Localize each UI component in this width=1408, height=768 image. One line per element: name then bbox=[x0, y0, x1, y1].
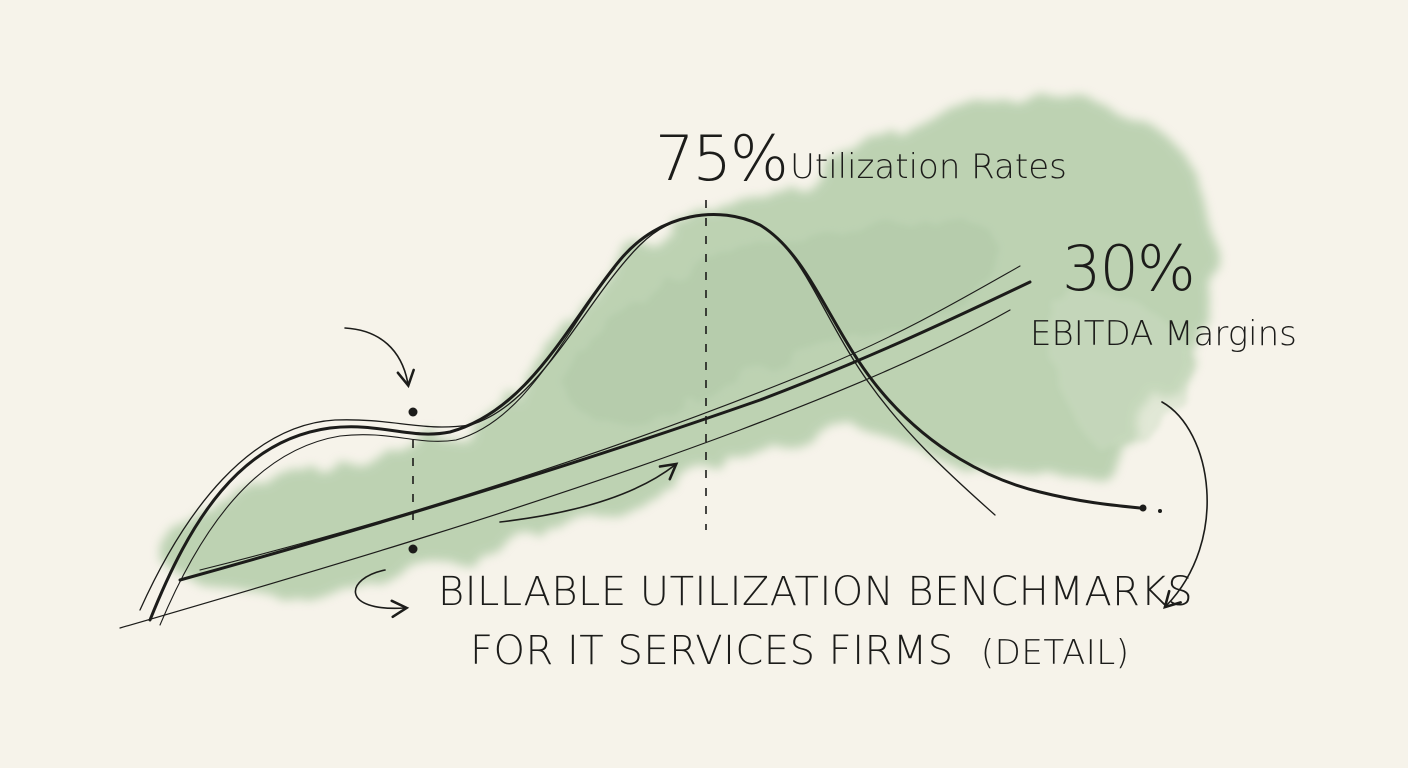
title-line-2-group: for IT Services Firms (detail) bbox=[470, 628, 1129, 674]
margin-label: EBITDA Margins bbox=[1030, 314, 1297, 354]
margin-value: 30% bbox=[1062, 232, 1194, 305]
peak-value: 75% bbox=[655, 122, 787, 195]
title-line-1: Billable Utilization Benchmarks bbox=[438, 569, 1193, 615]
title-line-2: for IT Services Firms bbox=[470, 628, 954, 674]
guide-lines bbox=[412, 200, 707, 530]
diagram-title: Billable Utilization Benchmarks for IT S… bbox=[438, 569, 1193, 674]
marker-dots bbox=[408, 407, 1162, 554]
sketch-arrows bbox=[344, 327, 1208, 619]
utilization-curve bbox=[139, 213, 1142, 626]
peak-label: Utilization Rates bbox=[790, 147, 1067, 187]
annotations: 75% Utilization Rates 30% EBITDA Margins bbox=[655, 122, 1297, 354]
watercolor-wash bbox=[160, 95, 1210, 597]
title-detail: (detail) bbox=[981, 633, 1130, 673]
margin-trend-line bbox=[119, 265, 1032, 629]
